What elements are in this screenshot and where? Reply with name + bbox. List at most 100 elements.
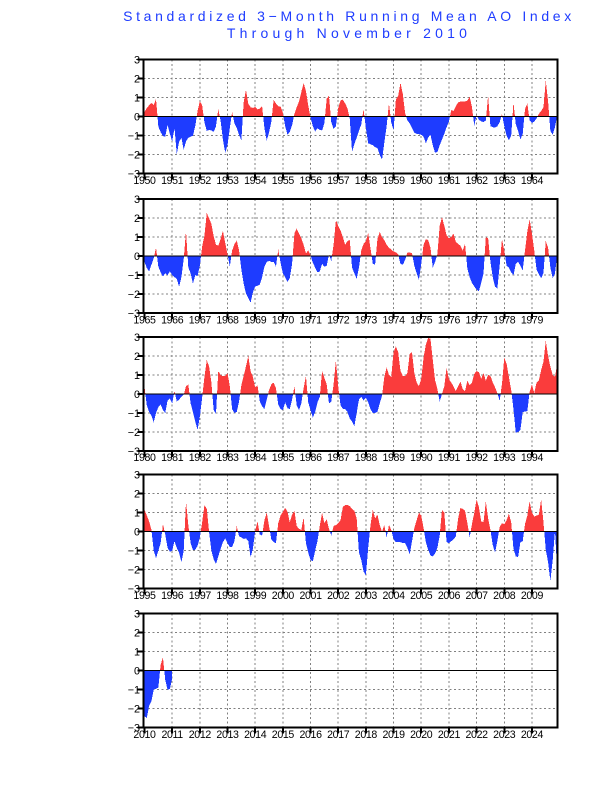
svg-text:1984: 1984 (244, 452, 267, 464)
svg-text:1974: 1974 (382, 314, 405, 326)
svg-text:1956: 1956 (299, 175, 322, 187)
svg-text:2: 2 (134, 351, 140, 363)
svg-text:3: 3 (134, 194, 140, 206)
svg-text:−3: −3 (128, 169, 140, 181)
svg-text:0: 0 (134, 666, 140, 678)
svg-text:2013: 2013 (216, 729, 239, 741)
svg-text:2016: 2016 (299, 729, 322, 741)
svg-text:1996: 1996 (161, 590, 184, 602)
svg-text:1953: 1953 (216, 175, 239, 187)
svg-text:1981: 1981 (161, 452, 184, 464)
svg-text:1: 1 (134, 370, 140, 382)
svg-text:1: 1 (134, 232, 140, 244)
svg-text:2012: 2012 (189, 729, 212, 741)
svg-text:1969: 1969 (244, 314, 267, 326)
svg-text:1988: 1988 (355, 452, 378, 464)
svg-text:1958: 1958 (355, 175, 378, 187)
svg-text:2018: 2018 (355, 729, 378, 741)
svg-text:2001: 2001 (299, 590, 322, 602)
svg-text:2004: 2004 (382, 590, 405, 602)
svg-text:−3: −3 (128, 308, 140, 320)
svg-text:1977: 1977 (465, 314, 488, 326)
svg-text:2: 2 (134, 489, 140, 501)
svg-text:1986: 1986 (299, 452, 322, 464)
svg-text:2019: 2019 (382, 729, 405, 741)
svg-text:3: 3 (134, 55, 140, 67)
svg-text:1994: 1994 (521, 452, 544, 464)
svg-text:−1: −1 (128, 546, 140, 558)
svg-text:1951: 1951 (161, 175, 184, 187)
svg-text:2002: 2002 (327, 590, 350, 602)
svg-text:3: 3 (134, 609, 140, 621)
svg-text:0: 0 (134, 112, 140, 124)
svg-text:2024: 2024 (521, 729, 544, 741)
svg-text:1: 1 (134, 647, 140, 659)
svg-text:2010: 2010 (133, 729, 156, 741)
svg-text:1963: 1963 (493, 175, 516, 187)
svg-text:2: 2 (134, 74, 140, 86)
svg-text:1: 1 (134, 508, 140, 520)
svg-text:−1: −1 (128, 685, 140, 697)
svg-text:2017: 2017 (327, 729, 350, 741)
svg-text:1995: 1995 (133, 590, 156, 602)
svg-text:1999: 1999 (244, 590, 267, 602)
svg-text:3: 3 (134, 332, 140, 344)
svg-text:2011: 2011 (161, 729, 183, 741)
svg-text:1961: 1961 (438, 175, 461, 187)
svg-text:1962: 1962 (465, 175, 488, 187)
svg-text:2000: 2000 (272, 590, 295, 602)
svg-text:1980: 1980 (133, 452, 156, 464)
svg-text:1983: 1983 (216, 452, 239, 464)
svg-text:1966: 1966 (161, 314, 184, 326)
svg-text:1987: 1987 (327, 452, 350, 464)
svg-text:1964: 1964 (521, 175, 544, 187)
svg-text:2020: 2020 (410, 729, 433, 741)
svg-text:−1: −1 (128, 270, 140, 282)
svg-text:1993: 1993 (493, 452, 516, 464)
svg-text:2006: 2006 (438, 590, 461, 602)
svg-text:−2: −2 (128, 427, 140, 439)
svg-text:2: 2 (134, 628, 140, 640)
svg-text:−2: −2 (128, 150, 140, 162)
svg-text:2009: 2009 (521, 590, 544, 602)
svg-text:1978: 1978 (493, 314, 516, 326)
svg-text:1985: 1985 (272, 452, 295, 464)
svg-text:1952: 1952 (189, 175, 212, 187)
svg-text:2023: 2023 (493, 729, 516, 741)
svg-text:−1: −1 (128, 131, 140, 143)
svg-text:1972: 1972 (327, 314, 350, 326)
svg-text:−3: −3 (128, 584, 140, 596)
svg-text:1991: 1991 (438, 452, 461, 464)
svg-text:1955: 1955 (272, 175, 295, 187)
svg-text:1950: 1950 (133, 175, 156, 187)
svg-text:1975: 1975 (410, 314, 433, 326)
svg-text:1959: 1959 (382, 175, 405, 187)
svg-text:−3: −3 (128, 446, 140, 458)
svg-text:1989: 1989 (382, 452, 405, 464)
svg-text:−1: −1 (128, 408, 140, 420)
svg-text:−3: −3 (128, 723, 140, 735)
svg-text:−2: −2 (128, 565, 140, 577)
svg-text:2022: 2022 (465, 729, 488, 741)
svg-text:1998: 1998 (216, 590, 239, 602)
svg-text:1979: 1979 (521, 314, 544, 326)
svg-text:2007: 2007 (465, 590, 488, 602)
svg-text:1: 1 (134, 93, 140, 105)
svg-text:1990: 1990 (410, 452, 433, 464)
svg-text:1982: 1982 (189, 452, 212, 464)
svg-text:2021: 2021 (438, 729, 461, 741)
svg-text:1992: 1992 (465, 452, 488, 464)
svg-text:1965: 1965 (133, 314, 156, 326)
svg-text:1997: 1997 (189, 590, 212, 602)
svg-text:2: 2 (134, 213, 140, 225)
svg-text:2008: 2008 (493, 590, 516, 602)
svg-text:2014: 2014 (244, 729, 267, 741)
svg-text:1971: 1971 (299, 314, 322, 326)
svg-text:−2: −2 (128, 289, 140, 301)
svg-text:1960: 1960 (410, 175, 433, 187)
svg-text:0: 0 (134, 389, 140, 401)
svg-text:0: 0 (134, 527, 140, 539)
svg-text:2003: 2003 (355, 590, 378, 602)
svg-text:2005: 2005 (410, 590, 433, 602)
svg-text:1968: 1968 (216, 314, 239, 326)
